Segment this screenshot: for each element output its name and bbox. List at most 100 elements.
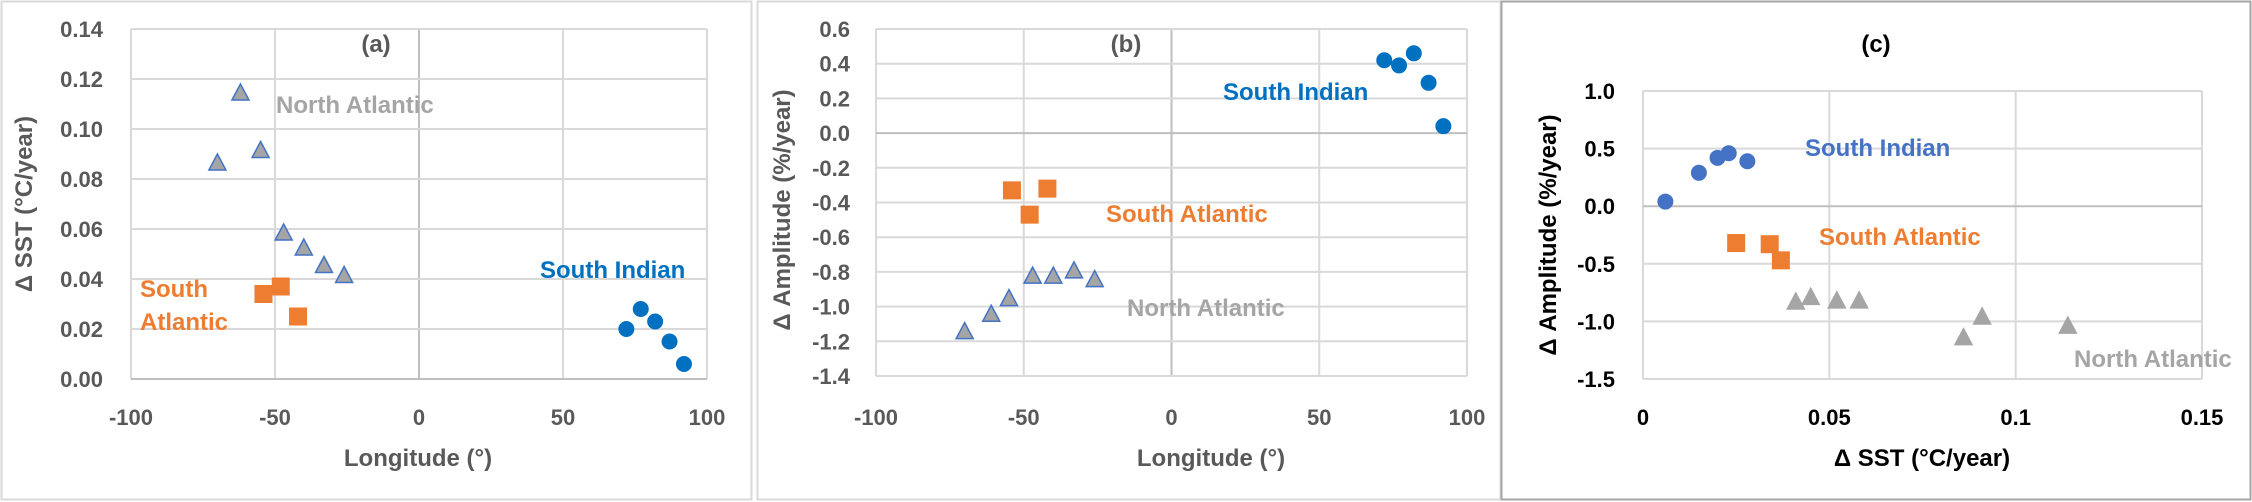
data-point-circle xyxy=(1420,74,1437,91)
data-point-triangle xyxy=(294,237,314,256)
y-tick-label: -1.0 xyxy=(1577,309,1615,334)
x-tick-label: 100 xyxy=(1449,405,1486,430)
y-tick-label: 0.0 xyxy=(819,121,850,146)
data-point-circle xyxy=(1690,164,1707,181)
y-tick-label: 0.5 xyxy=(1584,137,1615,162)
x-tick-label: 50 xyxy=(1307,405,1331,430)
data-point-circle xyxy=(1657,193,1674,210)
series-north-atlantic xyxy=(207,82,354,284)
x-tick-label: -50 xyxy=(1008,405,1040,430)
x-axis-title: Δ SST (°C/year) xyxy=(1834,445,2010,472)
data-point-square xyxy=(1038,179,1057,198)
series-south-indian xyxy=(618,301,692,372)
x-tick-label: 0 xyxy=(413,405,425,430)
data-point-square xyxy=(1760,235,1779,254)
data-point-triangle xyxy=(250,139,271,159)
data-point-triangle xyxy=(1800,286,1821,306)
x-tick-label: 0.15 xyxy=(2181,405,2224,430)
series-annotation: South Atlantic xyxy=(1819,224,1981,251)
y-tick-label: 0.10 xyxy=(60,117,103,142)
data-point-circle xyxy=(618,321,635,337)
data-point-circle xyxy=(675,356,692,372)
data-point-triangle xyxy=(314,254,334,274)
series-annotation: North Atlantic xyxy=(2074,346,2232,373)
data-point-circle xyxy=(1376,52,1393,69)
y-tick-label: 0.08 xyxy=(60,167,103,192)
data-point-square xyxy=(254,285,273,303)
series-south-indian xyxy=(1376,45,1452,135)
y-tick-label: 0.02 xyxy=(60,317,103,342)
x-tick-label: 100 xyxy=(689,405,726,430)
data-point-triangle xyxy=(1972,306,1992,325)
panel-a: -100 -50 0 50 100 0.00 0.02 0.04 0.06 0.08 0.10 0.1… xyxy=(11,17,725,472)
data-point-circle xyxy=(632,301,649,317)
series-annotation: South Indian xyxy=(1805,135,1950,162)
x-tick-label: -100 xyxy=(109,405,153,430)
data-point-triangle xyxy=(981,303,1001,323)
y-tick-label: -0.4 xyxy=(812,191,851,216)
panel-title: (c) xyxy=(1861,31,1890,58)
data-point-square xyxy=(1002,181,1021,200)
y-axis-title: Δ Amplitude (%/year) xyxy=(1535,114,1562,355)
panel-c-frame xyxy=(1500,0,2252,501)
y-tick-label: -1.5 xyxy=(1577,367,1615,392)
y-tick-label: 0.14 xyxy=(60,17,104,42)
y-tick-label: 0.06 xyxy=(60,217,103,242)
data-point-triangle xyxy=(1022,265,1043,284)
y-tick-label: -0.8 xyxy=(812,260,850,285)
y-tick-label: -1.0 xyxy=(812,295,850,320)
series-south-atlantic xyxy=(254,277,308,326)
y-tick-label: 0.00 xyxy=(60,367,103,392)
series-north-atlantic xyxy=(1786,286,2078,346)
data-point-circle xyxy=(1739,153,1756,170)
x-axis-title: Longitude (°) xyxy=(344,445,492,472)
series-south-atlantic xyxy=(1727,234,1790,270)
series-annotation: South Indian xyxy=(1223,79,1368,106)
y-tick-label: 0.0 xyxy=(1584,194,1615,219)
data-point-square xyxy=(1771,251,1790,270)
x-tick-label: 0 xyxy=(1637,405,1649,430)
panel-b-frame xyxy=(756,0,1502,501)
series-annotation: South xyxy=(140,276,208,303)
series-annotation: North Atlantic xyxy=(1127,295,1285,322)
data-point-triangle xyxy=(1064,260,1084,279)
data-point-triangle xyxy=(273,222,294,241)
data-point-triangle xyxy=(1827,290,1847,309)
data-point-circle xyxy=(1435,118,1452,135)
y-axis-title: Δ SST (°C/year) xyxy=(11,116,38,292)
panel-title: (b) xyxy=(1111,31,1142,58)
data-point-square xyxy=(1727,234,1746,253)
panel-a-frame xyxy=(0,0,753,501)
y-tick-label: 0.12 xyxy=(60,67,103,92)
y-axis-title: Δ Amplitude (%/year) xyxy=(769,89,796,330)
x-axis-title: Longitude (°) xyxy=(1137,445,1285,472)
y-tick-label: -0.2 xyxy=(812,156,850,181)
data-point-triangle xyxy=(1849,290,1869,309)
data-point-circle xyxy=(1391,57,1408,74)
data-point-triangle xyxy=(999,288,1019,307)
y-tick-label: -0.5 xyxy=(1577,252,1615,277)
series-south-atlantic xyxy=(1002,179,1057,224)
y-tick-label: 0.6 xyxy=(819,17,850,42)
data-point-triangle xyxy=(1786,291,1806,310)
data-point-circle xyxy=(1405,45,1422,62)
y-tick-label: -1.4 xyxy=(812,364,851,389)
data-point-circle xyxy=(661,333,678,350)
series-annotation: North Atlantic xyxy=(276,92,434,119)
series-south-indian xyxy=(1657,145,1756,210)
y-tick-label: 0.04 xyxy=(60,267,104,292)
data-point-square xyxy=(1020,205,1039,224)
y-tick-label: 0.2 xyxy=(819,86,850,111)
x-tick-label: 0.1 xyxy=(2000,405,2031,430)
x-tick-label: 50 xyxy=(551,405,575,430)
x-tick-label: -50 xyxy=(259,405,291,430)
data-point-triangle xyxy=(1953,327,1974,346)
data-point-triangle xyxy=(1084,268,1105,288)
data-point-square xyxy=(289,307,308,326)
series-annotation: South Atlantic xyxy=(1106,201,1268,228)
data-point-circle xyxy=(1720,145,1737,162)
series-north-atlantic xyxy=(954,260,1105,340)
series-annotation: Atlantic xyxy=(140,309,228,336)
data-point-triangle xyxy=(230,82,251,101)
